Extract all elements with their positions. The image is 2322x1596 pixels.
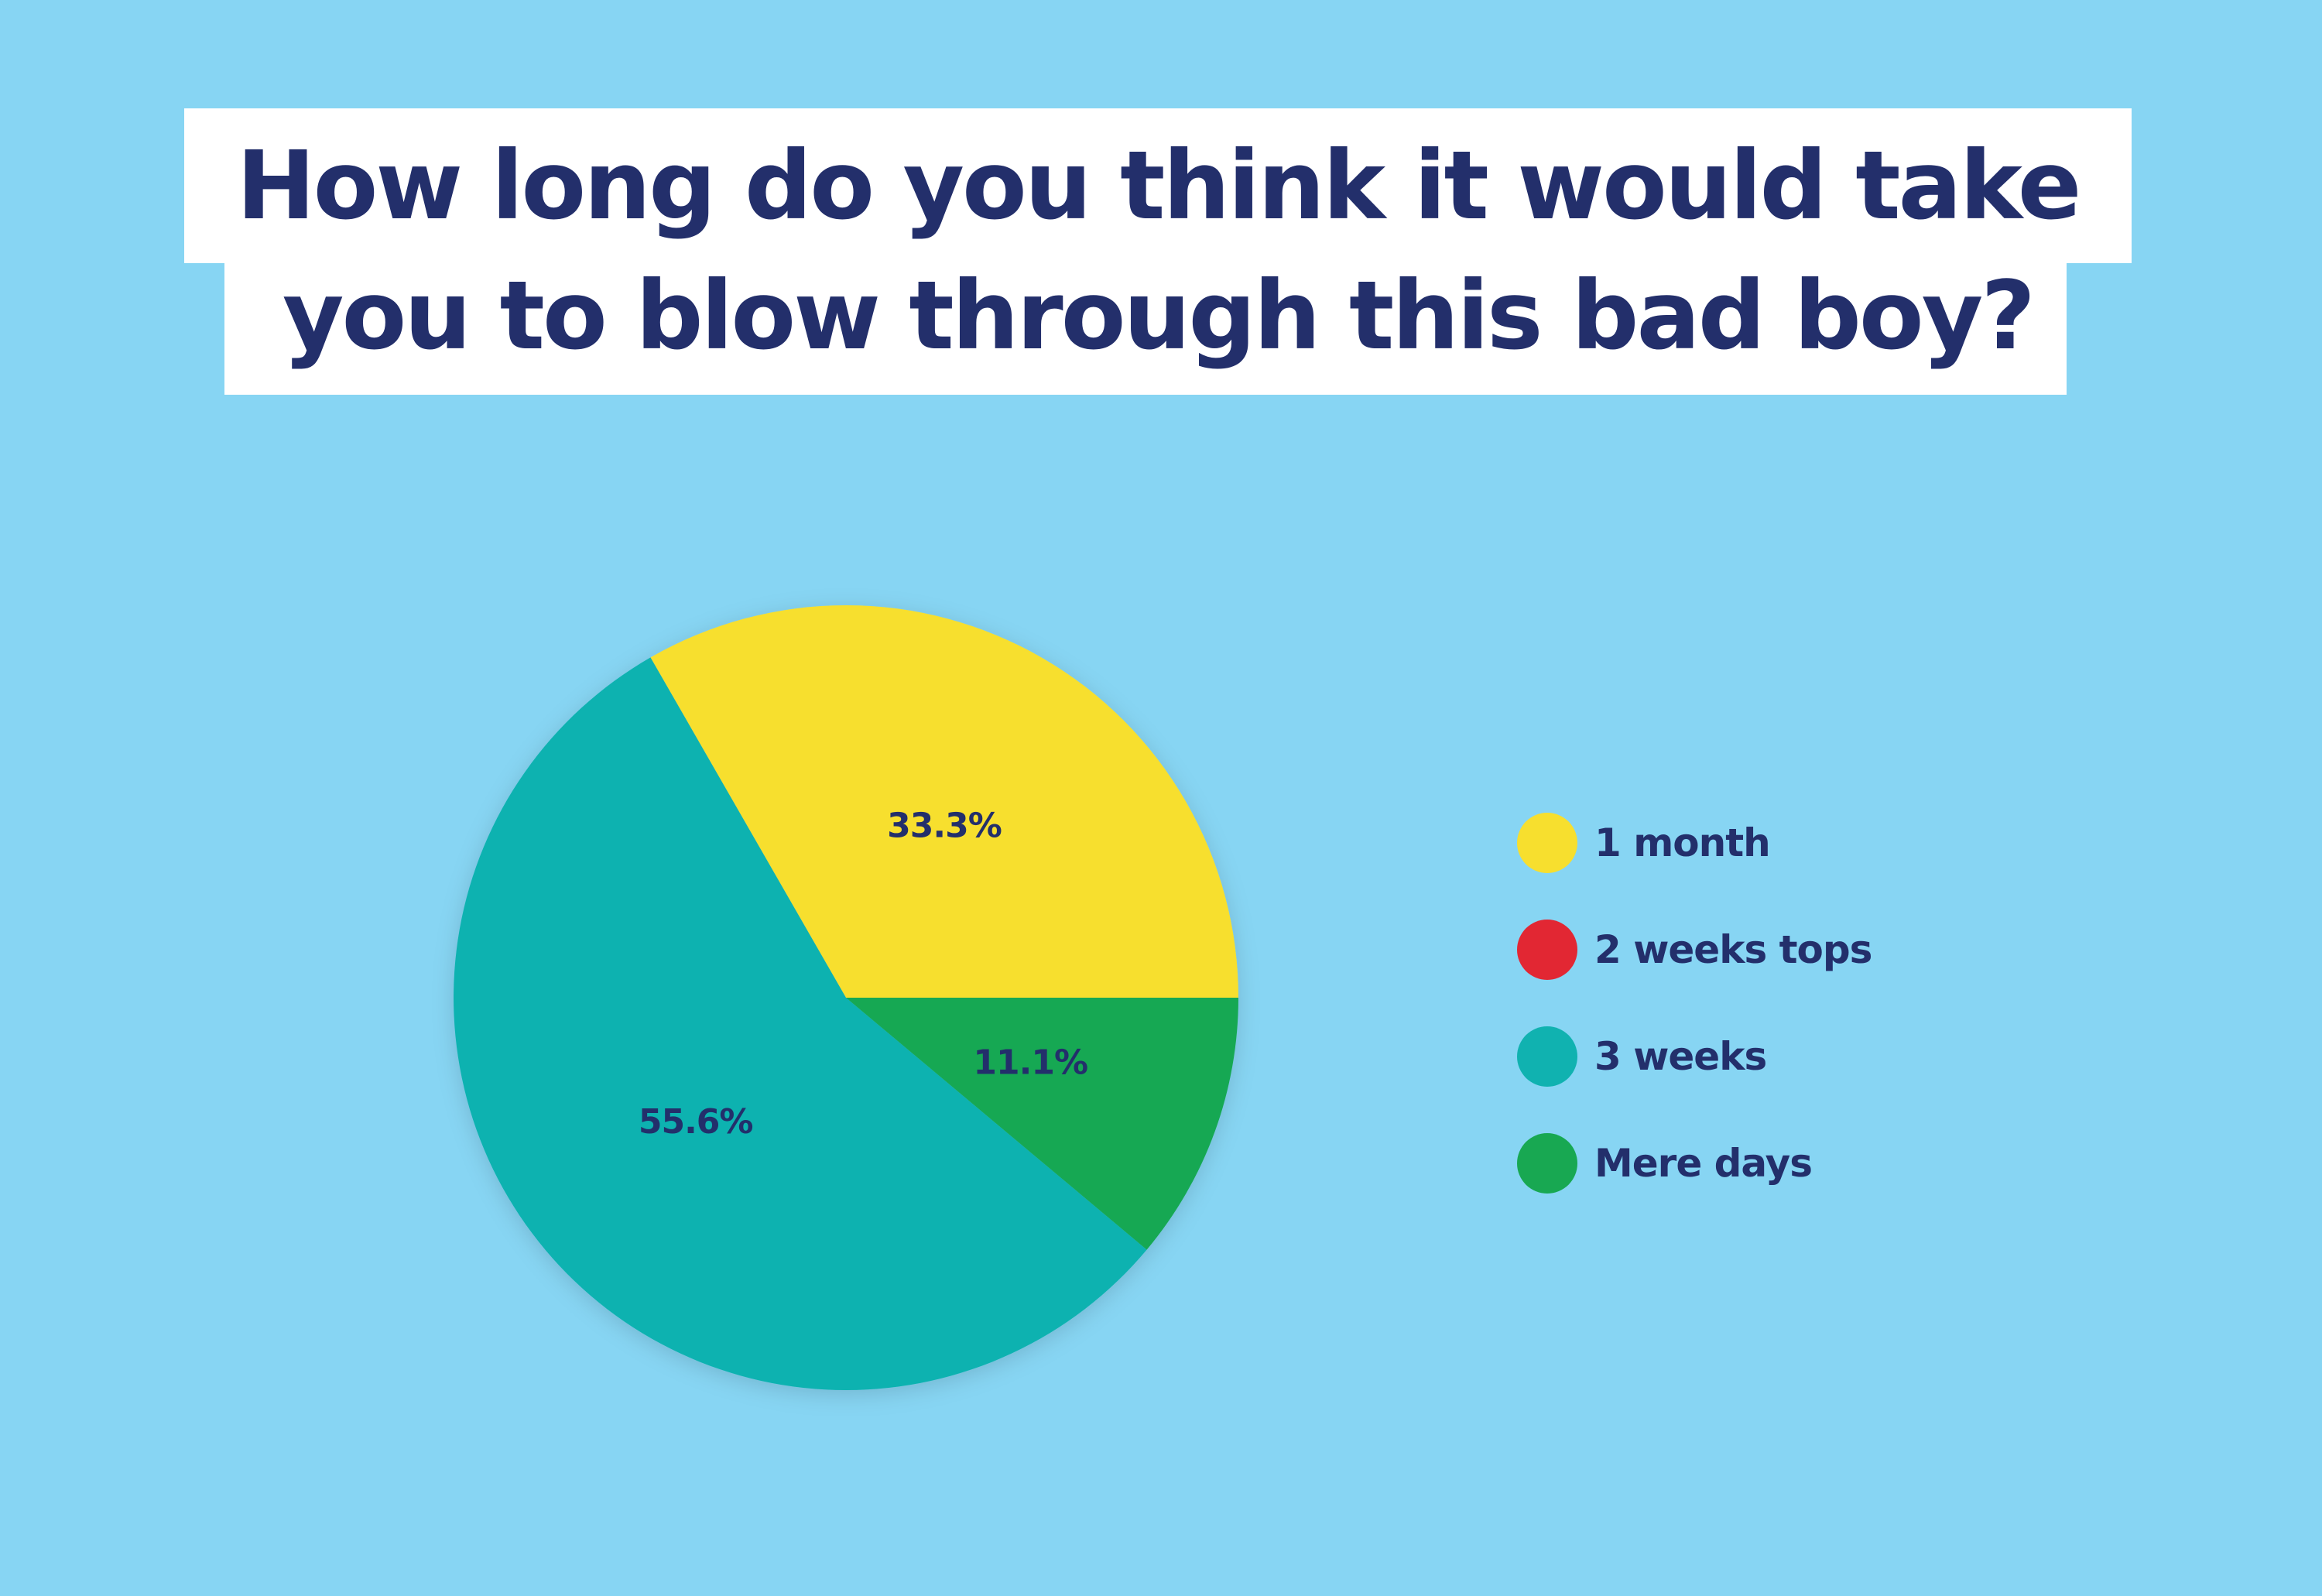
slice-label-1-month: 33.3% bbox=[887, 807, 1002, 846]
title-background-bottom bbox=[224, 255, 2067, 395]
chart-title-line-2: you to blow through this bad boy? bbox=[282, 261, 2036, 371]
pie-slice-1-month bbox=[650, 604, 1238, 998]
legend-label-1-month: 1 month bbox=[1594, 820, 1771, 865]
pie-slice-mere-days bbox=[846, 998, 1238, 1250]
chart-title-line-1: How long do you think it would take bbox=[236, 131, 2082, 241]
pie-slice-3-weeks bbox=[453, 657, 1147, 1391]
legend-swatch-3-weeks bbox=[1517, 1026, 1577, 1087]
legend-swatch-2-weeks-tops bbox=[1517, 920, 1577, 980]
pie-slice-labels: 33.3% 55.6% 11.1% bbox=[639, 807, 1088, 1142]
slice-label-mere-days: 11.1% bbox=[973, 1043, 1087, 1083]
slice-label-3-weeks: 55.6% bbox=[639, 1102, 753, 1142]
legend-label-3-weeks: 3 weeks bbox=[1594, 1034, 1767, 1079]
legend-swatch-mere-days bbox=[1517, 1133, 1577, 1194]
chart-title: How long do you think it would take you … bbox=[184, 108, 2132, 381]
legend-label-2-weeks-tops: 2 weeks tops bbox=[1594, 927, 1872, 972]
pie-slices bbox=[453, 604, 1238, 1391]
legend-swatch-1-month bbox=[1517, 813, 1577, 873]
title-background-top bbox=[184, 108, 2132, 263]
legend-label-mere-days: Mere days bbox=[1594, 1141, 1813, 1186]
